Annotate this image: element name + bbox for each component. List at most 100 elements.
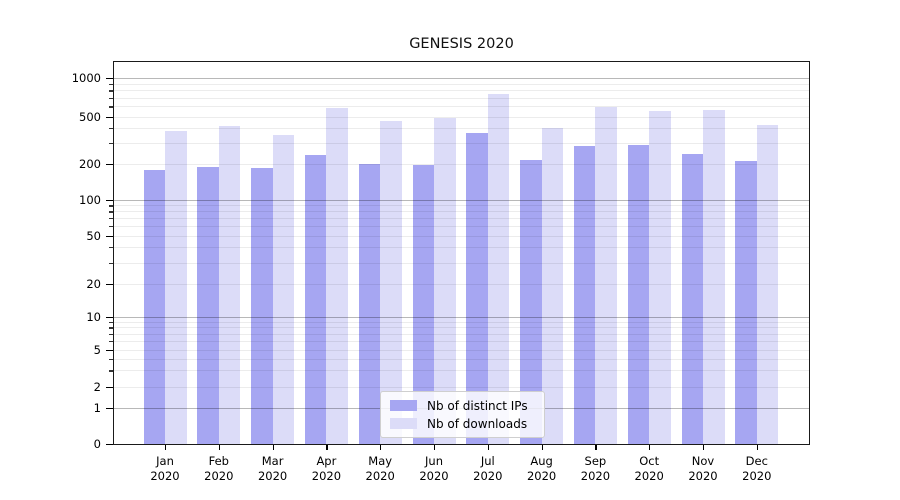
bar-downloads-apr <box>326 107 348 445</box>
x-tick-label-jul: Jul 2020 <box>473 454 503 483</box>
bar-distinct-ips-jul <box>466 132 488 445</box>
bar-downloads-nov <box>703 109 725 445</box>
gridline-3 <box>113 370 810 372</box>
chart-title: GENESIS 2020 <box>409 36 514 52</box>
gridline-700 <box>113 97 810 99</box>
gridline-800 <box>113 90 810 92</box>
gridline-40 <box>113 247 810 249</box>
bar-downloads-mar <box>272 134 295 445</box>
y-tick-label-500: 500 <box>79 109 101 124</box>
legend-row-distinct-ips: Nb of distinct IPs <box>390 399 535 413</box>
bar-downloads-jul <box>487 93 510 445</box>
y-minor-tick-mark-700 <box>109 97 113 99</box>
bar-distinct-ips-jan <box>143 170 165 445</box>
x-tick-mark-jul <box>487 445 489 450</box>
bar-distinct-ips-aug <box>520 160 542 445</box>
y-minor-tick-mark-400 <box>109 128 113 130</box>
y-minor-tick-mark-7 <box>109 333 113 336</box>
gridline-70 <box>113 218 810 220</box>
y-tick-label-50: 50 <box>86 228 101 243</box>
y-tick-mark-10 <box>106 316 113 318</box>
bar-distinct-ips-nov <box>681 153 703 445</box>
legend-row-downloads: Nb of downloads <box>390 417 535 431</box>
y-minor-tick-mark-40 <box>109 247 113 249</box>
y-tick-mark-1 <box>106 408 113 410</box>
y-minor-tick-mark-3 <box>109 370 113 372</box>
x-tick-mark-sep <box>595 445 597 450</box>
gridline-500 <box>113 116 810 118</box>
gridline-600 <box>113 106 810 108</box>
x-tick-mark-dec <box>756 445 758 450</box>
legend-swatch-downloads <box>390 418 417 429</box>
x-tick-label-aug: Aug 2020 <box>526 454 557 483</box>
y-minor-tick-mark-80 <box>109 211 113 213</box>
legend-label-distinct-ips: Nb of distinct IPs <box>427 398 528 413</box>
x-tick-mark-aug <box>541 445 543 450</box>
y-minor-tick-mark-90 <box>109 205 113 207</box>
y-minor-tick-mark-5 <box>109 350 113 352</box>
x-tick-mark-oct <box>649 445 651 450</box>
x-tick-label-may: May 2020 <box>365 454 395 483</box>
bar-distinct-ips-feb <box>197 166 219 445</box>
legend-swatch-distinct-ips <box>390 400 417 411</box>
bar-distinct-ips-mar <box>251 168 273 445</box>
legend: Nb of distinct IPs Nb of downloads <box>380 391 545 438</box>
x-tick-mark-mar <box>272 445 274 450</box>
x-tick-label-jun: Jun 2020 <box>419 454 449 483</box>
bar-distinct-ips-dec <box>735 160 757 445</box>
y-tick-mark-1000 <box>106 78 113 80</box>
bar-distinct-ips-sep <box>573 146 596 445</box>
gridline-900 <box>113 83 810 85</box>
x-tick-label-oct: Oct 2020 <box>634 454 664 483</box>
legend-label-downloads: Nb of downloads <box>427 416 528 431</box>
x-tick-mark-apr <box>326 445 328 450</box>
x-tick-label-dec: Dec 2020 <box>742 454 772 483</box>
x-tick-label-mar: Mar 2020 <box>257 454 288 483</box>
bar-distinct-ips-apr <box>304 154 327 445</box>
y-minor-tick-mark-900 <box>109 83 113 86</box>
y-tick-label-0: 0 <box>93 436 101 451</box>
x-tick-label-feb: Feb 2020 <box>204 454 234 483</box>
gridline-300 <box>113 142 810 144</box>
y-minor-tick-mark-500 <box>109 116 113 118</box>
y-minor-tick-mark-60 <box>109 226 113 228</box>
y-minor-tick-mark-6 <box>109 341 113 343</box>
x-tick-label-jan: Jan 2020 <box>150 454 180 483</box>
bar-downloads-sep <box>595 106 617 445</box>
gridline-1000 <box>113 78 810 79</box>
y-minor-tick-mark-30 <box>109 262 113 264</box>
bar-distinct-ips-jun <box>412 165 434 445</box>
y-minor-tick-mark-50 <box>109 235 113 237</box>
y-minor-tick-mark-9 <box>109 321 113 323</box>
bar-downloads-dec <box>756 125 779 445</box>
x-tick-label-sep: Sep 2020 <box>580 454 611 483</box>
gridline-8 <box>113 327 810 329</box>
gridline-80 <box>113 211 810 213</box>
y-tick-mark-0 <box>106 443 113 445</box>
y-tick-label-2: 2 <box>93 379 101 394</box>
bar-downloads-aug <box>541 127 564 445</box>
bar-downloads-feb <box>218 125 241 445</box>
bar-downloads-may <box>380 120 402 445</box>
gridline-30 <box>113 262 810 264</box>
gridline-90 <box>113 205 810 207</box>
y-tick-label-100: 100 <box>79 193 101 207</box>
gridline-5 <box>113 350 810 351</box>
gridline-200 <box>113 164 810 165</box>
y-minor-tick-mark-20 <box>109 284 113 286</box>
x-tick-label-apr: Apr 2020 <box>311 454 342 483</box>
y-tick-label-5: 5 <box>93 343 101 357</box>
bar-distinct-ips-may <box>358 163 381 445</box>
y-minor-tick-mark-300 <box>109 142 113 145</box>
y-tick-label-10: 10 <box>86 309 101 324</box>
bar-downloads-oct <box>649 111 671 445</box>
gridline-9 <box>113 321 810 323</box>
x-tick-label-nov: Nov 2020 <box>688 454 718 483</box>
y-tick-label-1000: 1000 <box>71 71 101 85</box>
gridline-20 <box>113 284 810 285</box>
y-minor-tick-mark-800 <box>109 90 113 92</box>
gridline-2 <box>113 386 810 388</box>
y-minor-tick-mark-200 <box>109 164 113 166</box>
gridline-4 <box>113 358 810 360</box>
bar-distinct-ips-oct <box>627 144 650 445</box>
